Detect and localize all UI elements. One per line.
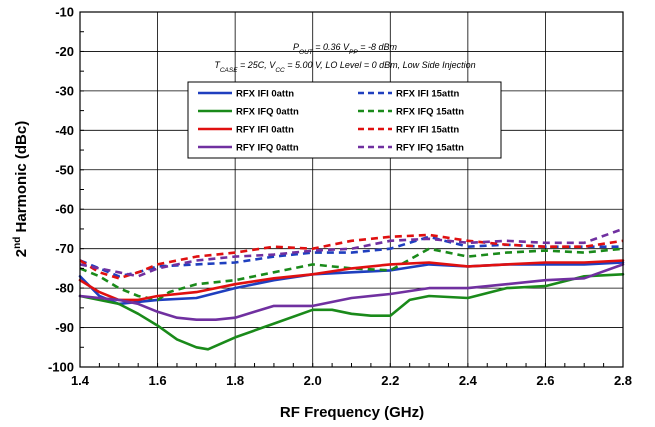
- x-tick-label: 2.0: [304, 373, 322, 388]
- legend-label: RFX IFI 15attn: [396, 89, 460, 100]
- x-tick-labels: 1.4 1.6 1.8 2.0 2.2 2.4 2.6 2.8: [71, 373, 632, 388]
- test-conditions: POUT = 0.36 VPP = -8 dBm TCASE = 25C, VCC…: [214, 42, 475, 74]
- legend-label: RFY IFQ 0attn: [236, 143, 299, 154]
- series-line-rfy-ifq-15attn: [79, 227, 624, 278]
- y-tick-label: -100: [48, 360, 74, 375]
- y-tick-label: -10: [55, 5, 74, 20]
- x-tick-label: 1.6: [149, 373, 167, 388]
- conditions-segment: CC: [275, 67, 285, 74]
- series-line-rfy-ifi-15attn: [79, 233, 624, 280]
- conditions-line-2: TCASE = 25C, VCC = 5.00 V, LO Level = 0 …: [214, 60, 475, 74]
- y-tick-label: -90: [55, 320, 74, 335]
- y-tick-label: -60: [55, 202, 74, 217]
- series-line-rfx-ifq-15attn: [79, 247, 624, 302]
- y-tick-label: -20: [55, 44, 74, 59]
- y-tick-label: -50: [55, 162, 74, 177]
- x-tick-label: 2.4: [459, 373, 478, 388]
- legend-label: RFX IFI 0attn: [236, 89, 294, 100]
- conditions-segment: = 5.00 V, LO Level = 0 dBm, Low Side Inj…: [285, 60, 476, 70]
- x-tick-label: 2.8: [614, 373, 632, 388]
- conditions-segment: T: [214, 60, 221, 70]
- x-tick-label: 1.4: [71, 373, 90, 388]
- conditions-segment: OUT: [299, 49, 314, 56]
- x-tick-label: 1.8: [226, 373, 244, 388]
- conditions-segment: CASE: [220, 67, 238, 74]
- conditions-segment: = 25C, V: [238, 60, 277, 70]
- legend-label: RFX IFQ 15attn: [396, 107, 464, 118]
- legend-label: RFY IFI 0attn: [236, 125, 294, 136]
- series-lines: [78, 227, 625, 351]
- legend-label: RFX IFQ 0attn: [236, 107, 299, 118]
- y-axis-title: 2nd Harmonic (dBc): [12, 121, 30, 257]
- conditions-segment: = 0.36 V: [313, 42, 350, 52]
- axis-ticks: [79, 11, 624, 368]
- legend-box: [187, 81, 502, 159]
- conditions-segment: = -8 dBm: [358, 42, 398, 52]
- series-line-rfy-ifi-0attn: [78, 259, 625, 302]
- y-tick-label: -70: [55, 241, 74, 256]
- x-tick-label: 2.2: [381, 373, 399, 388]
- conditions-segment: PP: [349, 49, 358, 56]
- x-axis-title: RF Frequency (GHz): [280, 404, 424, 421]
- legend-label: RFY IFI 15attn: [396, 125, 459, 136]
- y-tick-label: -40: [55, 123, 74, 138]
- conditions-segment: P: [293, 42, 299, 52]
- x-tick-label: 2.6: [536, 373, 554, 388]
- legend-label: RFY IFQ 15attn: [396, 143, 464, 154]
- series-line-rfx-ifq-0attn: [78, 272, 625, 351]
- series-line-rfy-ifq-0attn: [78, 263, 625, 322]
- y-tick-labels: -100 -90 -80 -70 -60 -50 -40 -30 -20 -10: [48, 5, 74, 375]
- legend: RFX IFI 0attn RFX IFI 15attn RFX IFQ 0attn…: [187, 81, 502, 159]
- conditions-line-1: POUT = 0.36 VPP = -8 dBm: [293, 42, 397, 56]
- y-tick-label: -80: [55, 281, 74, 296]
- y-tick-label: -30: [55, 83, 74, 98]
